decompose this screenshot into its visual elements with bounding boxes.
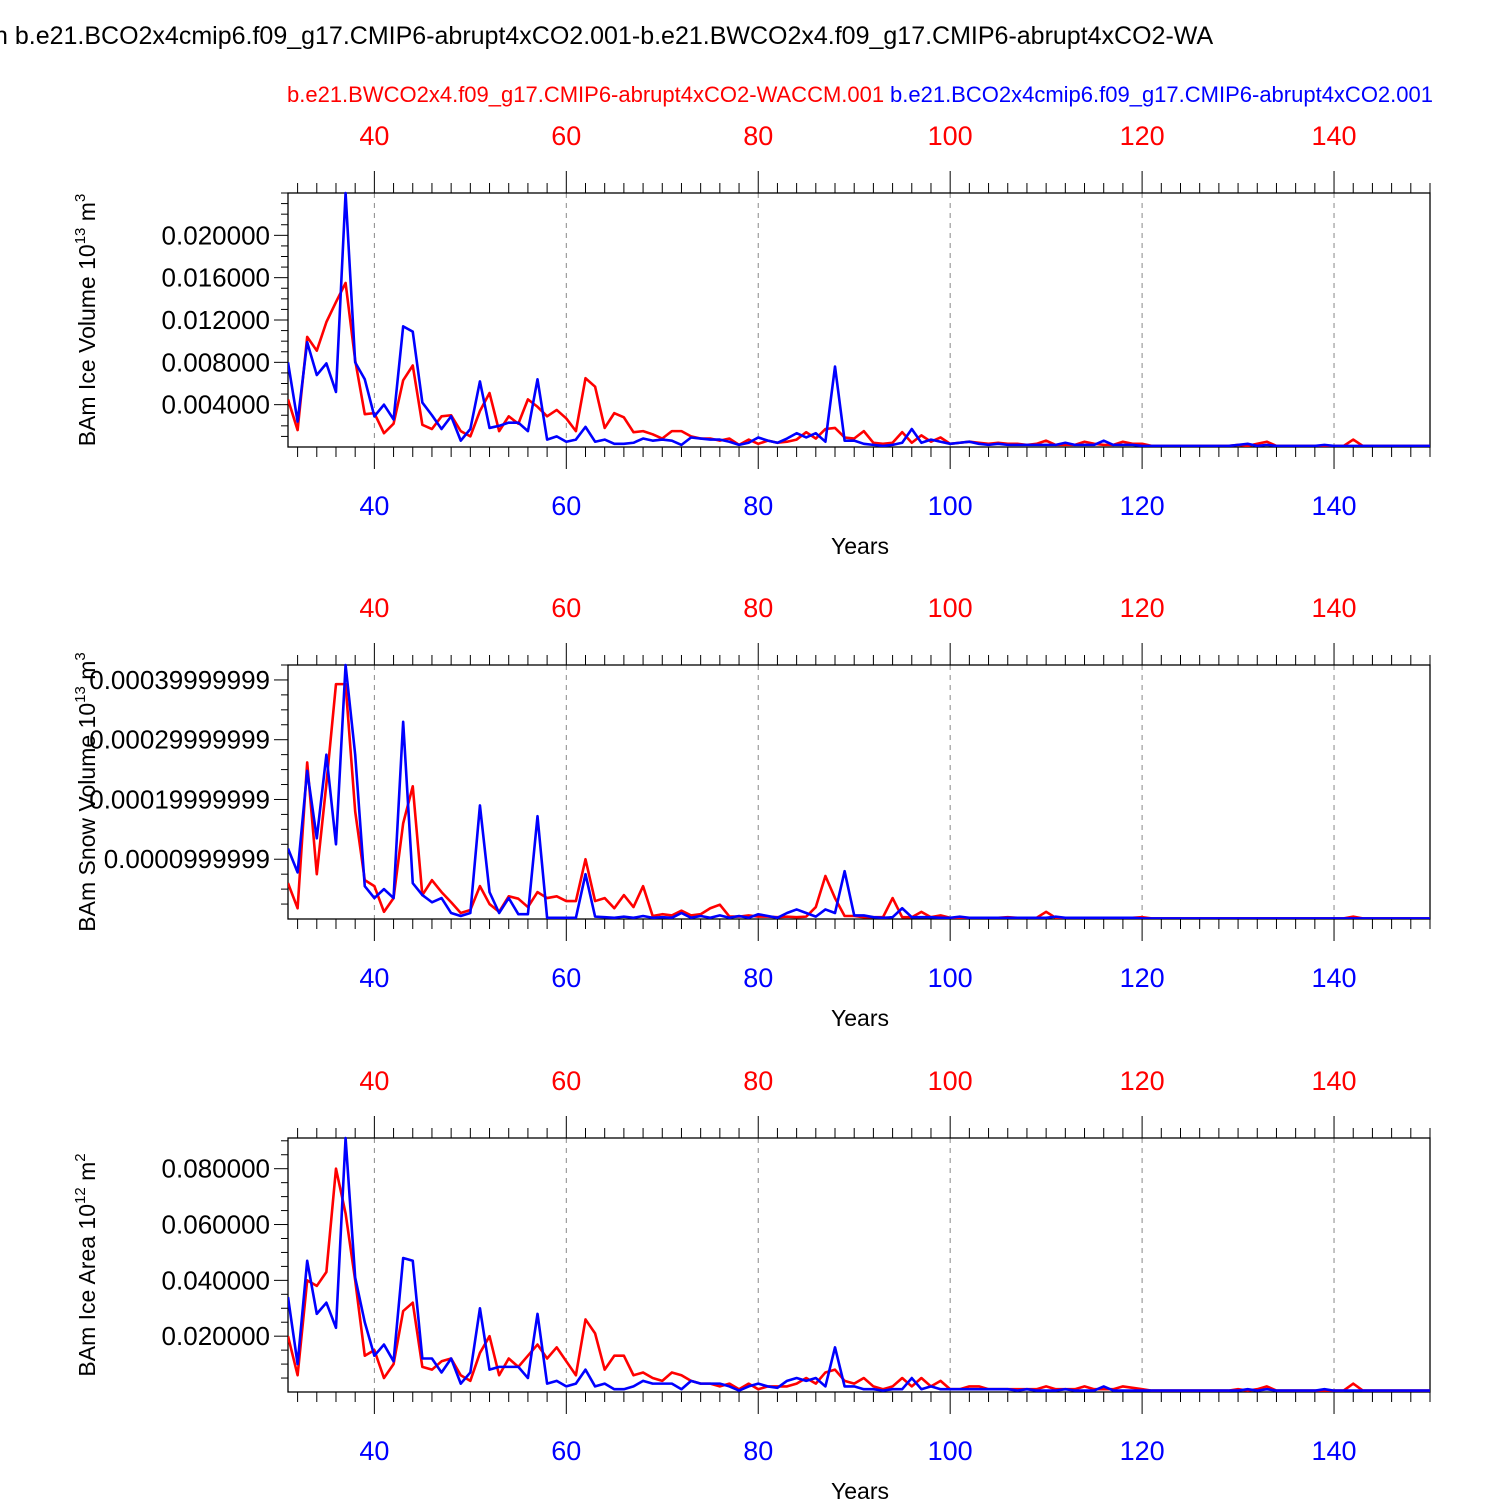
x-tick-label-bottom: 120 — [1120, 491, 1165, 521]
x-tick-label-top: 60 — [551, 121, 581, 151]
x-tick-label-bottom: 80 — [743, 963, 773, 993]
x-tick-label-top: 100 — [928, 121, 973, 151]
x-tick-label-top: 120 — [1120, 593, 1165, 623]
x-tick-label-top: 140 — [1312, 1066, 1357, 1096]
x-axis-label: Years — [831, 1005, 889, 1031]
y-tick-label: 0.00029999999 — [89, 725, 270, 755]
x-tick-label-bottom: 60 — [551, 491, 581, 521]
x-tick-label-bottom: 100 — [928, 491, 973, 521]
x-axis-label: Years — [831, 1478, 889, 1500]
x-tick-label-bottom: 40 — [359, 1436, 389, 1466]
x-axis-label: Years — [831, 533, 889, 559]
plot-frame — [287, 1137, 1431, 1393]
series-line-red — [288, 682, 1430, 919]
y-tick-label: 0.004000 — [162, 390, 270, 420]
x-tick-label-top: 140 — [1312, 121, 1357, 151]
plot-frame — [287, 192, 1431, 448]
y-axis-label: BAm Snow Volume 1013 m3 — [72, 652, 100, 931]
y-tick-label: 0.0000999999 — [104, 844, 270, 874]
figure-title: n b.e21.BCO2x4cmip6.f09_g17.CMIP6-abrupt… — [0, 22, 1213, 50]
x-tick-label-top: 120 — [1120, 121, 1165, 151]
legend-red-case: b.e21.BWCO2x4.f09_g17.CMIP6-abrupt4xCO2-… — [287, 82, 884, 107]
x-tick-label-bottom: 40 — [359, 963, 389, 993]
x-tick-label-top: 100 — [928, 593, 973, 623]
x-tick-label-bottom: 140 — [1312, 1436, 1357, 1466]
y-tick-label: 0.020000 — [162, 1321, 270, 1351]
x-tick-label-bottom: 80 — [743, 491, 773, 521]
x-tick-label-top: 40 — [359, 593, 389, 623]
x-tick-label-bottom: 60 — [551, 1436, 581, 1466]
x-tick-label-top: 100 — [928, 1066, 973, 1096]
x-tick-label-bottom: 100 — [928, 963, 973, 993]
x-tick-label-top: 40 — [359, 121, 389, 151]
ice-volume-panel: 0.004000 0.008000 0.012000 0.016000 0.020000… — [72, 121, 1431, 559]
x-tick-label-bottom: 40 — [359, 491, 389, 521]
x-tick-label-bottom: 120 — [1120, 1436, 1165, 1466]
y-axis-label: BAm Ice Volume 1013 m3 — [72, 194, 100, 447]
x-tick-label-top: 80 — [743, 1066, 773, 1096]
y-tick-label: 0.020000 — [162, 220, 270, 250]
ice-area-panel: 0.020000 0.040000 0.060000 0.080000 40 40 60 60… — [72, 1066, 1431, 1500]
plot-frame — [287, 664, 1431, 920]
y-tick-label: 0.040000 — [162, 1265, 270, 1295]
series-line-blue — [288, 1136, 1430, 1392]
series-line-red — [288, 1167, 1430, 1392]
x-tick-label-bottom: 140 — [1312, 963, 1357, 993]
snow-volume-panel: 0.0000999999 0.00019999999 0.00029999999 0.… — [72, 593, 1431, 1031]
y-tick-label: 0.060000 — [162, 1210, 270, 1240]
x-tick-label-top: 40 — [359, 1066, 389, 1096]
y-axis-label: BAm Ice Area 1012 m2 — [72, 1153, 100, 1376]
x-tick-label-bottom: 120 — [1120, 963, 1165, 993]
series-line-red — [288, 281, 1430, 447]
x-tick-label-top: 60 — [551, 593, 581, 623]
legend-blue-case: b.e21.BCO2x4cmip6.f09_g17.CMIP6-abrupt4x… — [890, 82, 1433, 107]
x-tick-label-bottom: 80 — [743, 1436, 773, 1466]
y-tick-label: 0.016000 — [162, 263, 270, 293]
x-tick-label-bottom: 100 — [928, 1436, 973, 1466]
series-line-blue — [288, 191, 1430, 447]
x-tick-label-top: 120 — [1120, 1066, 1165, 1096]
y-tick-label: 0.00019999999 — [89, 784, 270, 814]
x-tick-label-bottom: 60 — [551, 963, 581, 993]
x-tick-label-top: 80 — [743, 593, 773, 623]
series-line-blue — [288, 663, 1430, 919]
y-tick-label: 0.080000 — [162, 1154, 270, 1184]
x-tick-label-bottom: 140 — [1312, 491, 1357, 521]
y-tick-label: 0.008000 — [162, 347, 270, 377]
x-tick-label-top: 80 — [743, 121, 773, 151]
y-tick-label: 0.00039999999 — [89, 665, 270, 695]
y-tick-label: 0.012000 — [162, 305, 270, 335]
x-tick-label-top: 60 — [551, 1066, 581, 1096]
x-tick-label-top: 140 — [1312, 593, 1357, 623]
